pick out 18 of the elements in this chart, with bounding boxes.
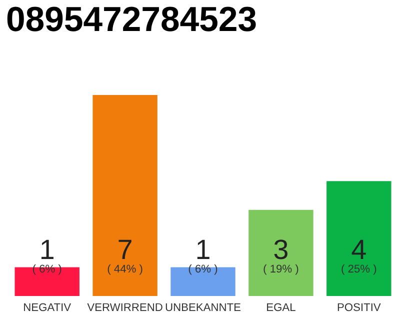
annotation: ( 6% ) [188,264,218,275]
bar [326,181,392,296]
annotation: ( 25% ) [342,264,376,275]
chart-title: 0895472784523 [7,6,256,32]
bar [92,95,158,296]
data-label: 3 [274,240,288,260]
x-tick-label: NEGATIV [24,303,72,312]
data-label: 7 [118,240,132,259]
data-label: 1 [197,240,210,259]
annotation: ( 19% ) [264,264,298,275]
data-label: 4 [352,240,366,259]
x-tick-label: UNBEKANNTE [166,303,240,312]
bar [248,210,314,296]
annotation: ( 44% ) [108,264,142,275]
x-tick-label: VERWIRREND [87,303,162,311]
data-label: 1 [41,240,54,259]
x-tick-label: POSITIV [338,303,381,312]
x-tick-label: EGAL [267,303,296,312]
